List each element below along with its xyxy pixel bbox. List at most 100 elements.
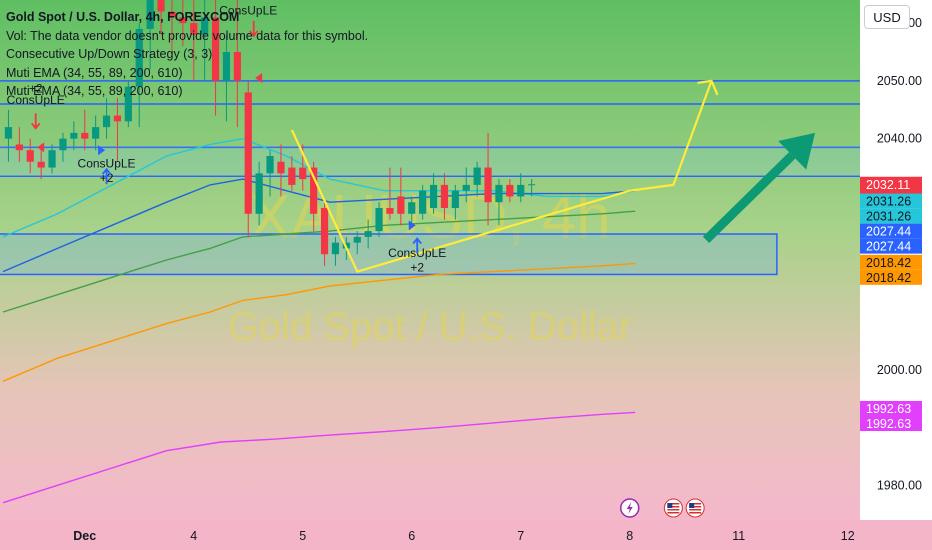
flag-canton <box>667 503 673 508</box>
us-flag-icon[interactable] <box>663 498 683 518</box>
signal-arrow-up-icon <box>412 237 422 254</box>
lightning-icon[interactable] <box>620 498 640 518</box>
price-label: 2027.44 <box>860 223 922 239</box>
candle[interactable] <box>495 179 503 226</box>
watermark-name: Gold Spot / U.S. Dollar <box>228 305 633 349</box>
yellow-arrowhead <box>697 79 719 96</box>
candle[interactable] <box>48 144 56 174</box>
candle[interactable] <box>255 161 263 226</box>
time-tick-label: 7 <box>517 529 524 543</box>
price-label-bg <box>860 416 922 432</box>
legend-ema-1[interactable]: Muti EMA (34, 55, 89, 200, 610) <box>6 65 183 80</box>
candle[interactable] <box>506 179 514 203</box>
candle[interactable] <box>288 156 296 191</box>
price-label-bg <box>860 193 922 209</box>
candle-body <box>201 17 209 35</box>
candle[interactable] <box>353 231 361 255</box>
time-axis[interactable]: Dec 4 5 6 7 8 11 12 <box>73 529 854 543</box>
candle[interactable] <box>429 173 438 214</box>
candle-body <box>386 208 394 214</box>
candle[interactable] <box>59 132 67 162</box>
candle[interactable] <box>70 121 78 151</box>
yellow-projection-path[interactable] <box>290 80 713 273</box>
candle[interactable] <box>462 167 470 203</box>
legend-volume[interactable]: Vol: The data vendor doesn't provide vol… <box>6 28 369 43</box>
candle[interactable] <box>440 173 449 220</box>
candle-body <box>255 173 263 214</box>
candle-body <box>59 138 67 151</box>
candle[interactable] <box>26 138 34 174</box>
candle[interactable] <box>81 109 89 151</box>
drawings-layer <box>290 79 816 273</box>
candle[interactable] <box>146 0 154 70</box>
horizontal-lines-layer <box>0 80 860 177</box>
price-label-text: 2031.26 <box>866 195 911 209</box>
legend-ema-2[interactable]: Muti EMA (34, 55, 89, 200, 610) <box>6 84 183 98</box>
candle[interactable] <box>201 0 209 81</box>
plot-background[interactable] <box>0 0 860 520</box>
candle[interactable] <box>451 184 459 220</box>
candle[interactable] <box>310 161 318 232</box>
candle[interactable] <box>102 98 111 139</box>
candle[interactable] <box>157 0 165 35</box>
candle[interactable] <box>135 23 143 128</box>
candle[interactable] <box>331 236 340 266</box>
candle[interactable] <box>179 0 187 47</box>
price-label: 1992.63 <box>860 416 922 432</box>
price-tick-label: 2050.00 <box>877 74 922 88</box>
candle-body <box>190 23 198 35</box>
candle[interactable] <box>397 167 405 226</box>
candle[interactable] <box>364 219 372 249</box>
marker-triangle-icon <box>98 145 106 156</box>
candle[interactable] <box>92 115 100 151</box>
chart-legend: Gold Spot / U.S. Dollar, 4h, FOREXCOM Vo… <box>6 8 368 101</box>
currency-button[interactable]: USD <box>864 5 910 29</box>
candle-body <box>506 184 514 197</box>
candle[interactable] <box>233 0 241 128</box>
candle[interactable] <box>528 179 536 197</box>
time-axis-background[interactable] <box>0 520 932 550</box>
candle-body <box>517 184 525 197</box>
candle[interactable] <box>408 196 416 226</box>
price-label-bg <box>860 208 922 224</box>
candle[interactable] <box>320 202 329 266</box>
us-flag-icon[interactable] <box>685 498 705 518</box>
candle[interactable] <box>211 0 220 116</box>
price-label-text: 2032.11 <box>866 178 910 192</box>
event-icons-layer[interactable] <box>620 498 705 518</box>
candle-body <box>168 11 176 18</box>
candle[interactable] <box>222 34 231 122</box>
legend-strategy[interactable]: Consecutive Up/Down Strategy (3, 3) <box>6 47 213 61</box>
candle-body <box>320 208 329 255</box>
candle[interactable] <box>517 173 525 203</box>
flag-icon-bg <box>685 498 705 518</box>
candle[interactable] <box>244 80 252 237</box>
candle[interactable] <box>484 132 492 226</box>
candle[interactable] <box>124 80 132 128</box>
candle[interactable] <box>190 0 198 81</box>
candle[interactable] <box>473 161 481 197</box>
price-label-text: 1992.63 <box>866 417 911 431</box>
flag-stripe <box>667 503 680 505</box>
candle[interactable] <box>113 98 122 162</box>
price-label-text: 2031.26 <box>866 210 911 224</box>
candle-body <box>15 144 23 151</box>
candle[interactable] <box>168 0 176 52</box>
candle[interactable] <box>419 184 427 220</box>
green-trend-arrow[interactable] <box>702 152 796 243</box>
candle[interactable] <box>386 167 394 220</box>
candle[interactable] <box>4 109 13 162</box>
candle[interactable] <box>277 144 285 197</box>
candle[interactable] <box>15 127 23 162</box>
candle[interactable] <box>37 144 45 180</box>
ema-line-ema-200 <box>2 262 636 382</box>
candle-body <box>419 190 427 214</box>
time-tick-label: 11 <box>732 529 745 543</box>
time-tick-label: 5 <box>299 529 306 543</box>
candle[interactable] <box>266 150 274 197</box>
candle[interactable] <box>375 202 383 237</box>
price-label-text: 2027.44 <box>866 240 911 254</box>
price-label: 2031.26 <box>860 193 922 209</box>
legend-title[interactable]: Gold Spot / U.S. Dollar, 4h, FOREXCOM <box>6 10 240 24</box>
